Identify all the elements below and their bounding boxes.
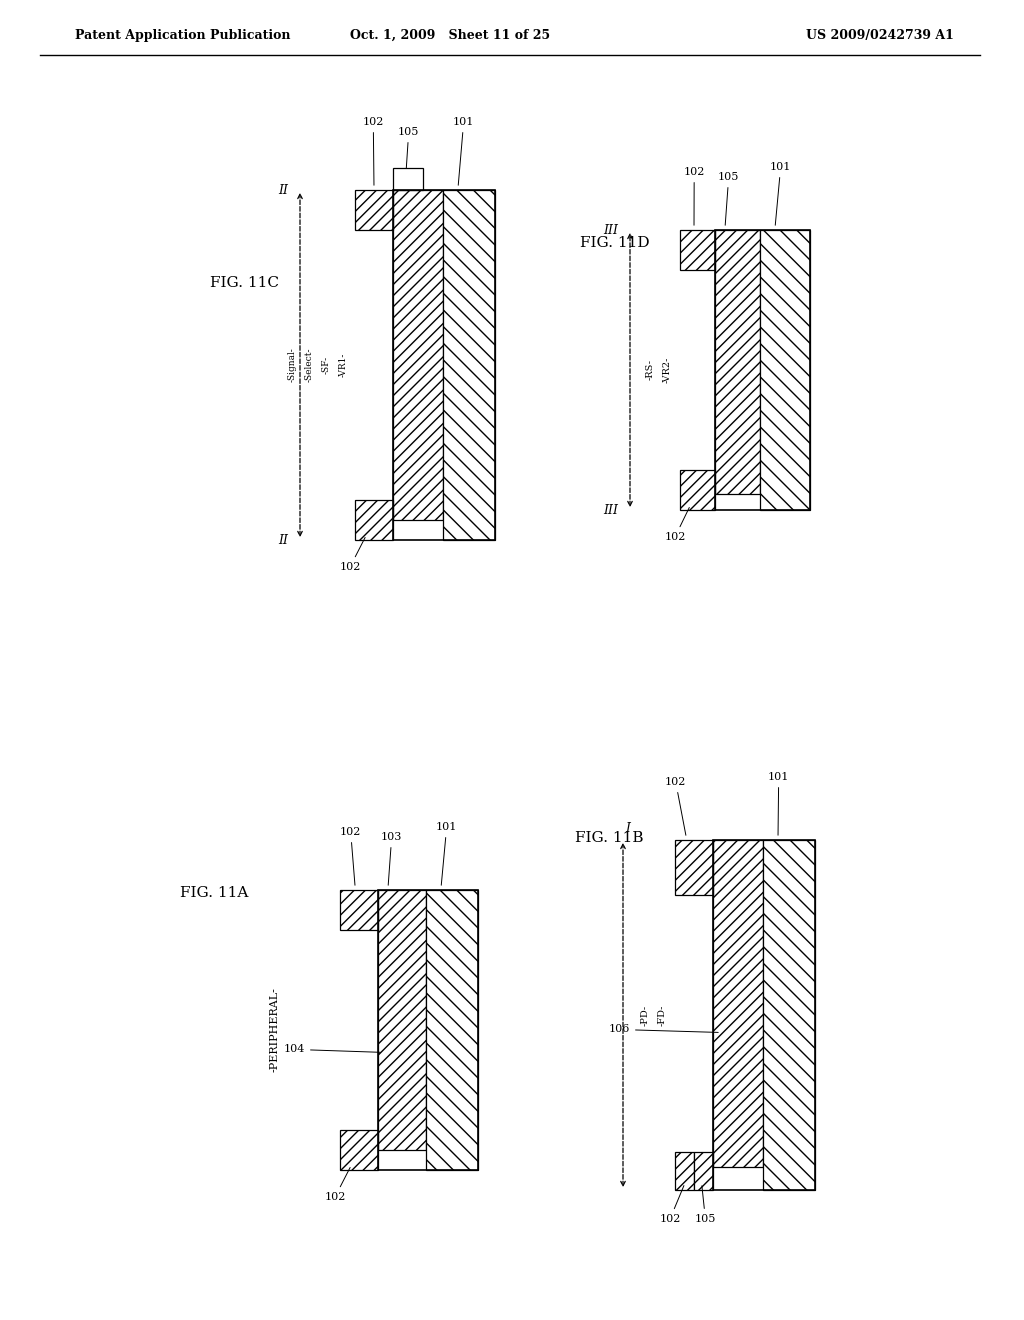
Text: FIG. 11C: FIG. 11C	[210, 276, 279, 290]
Bar	[675, 1152, 694, 1191]
Bar	[680, 470, 715, 510]
Text: -VR1-: -VR1-	[339, 352, 347, 378]
Bar	[378, 890, 426, 1150]
Text: 102: 102	[362, 117, 384, 185]
Bar	[378, 890, 478, 1170]
Text: 102: 102	[683, 168, 705, 226]
Text: III: III	[603, 503, 618, 516]
Text: 105: 105	[398, 127, 420, 185]
Text: 101: 101	[453, 117, 474, 185]
Bar	[426, 890, 478, 1170]
Text: 102: 102	[340, 828, 361, 886]
Bar	[393, 190, 443, 520]
Text: 101: 101	[770, 162, 792, 226]
Text: US 2009/0242739 A1: US 2009/0242739 A1	[806, 29, 954, 41]
Text: II: II	[278, 183, 288, 197]
Text: FIG. 11B: FIG. 11B	[575, 832, 643, 845]
Text: 101: 101	[436, 822, 458, 886]
Bar	[760, 230, 810, 510]
Bar	[340, 890, 378, 931]
Text: 101: 101	[768, 772, 790, 836]
Text: -PD-: -PD-	[640, 1005, 649, 1026]
Text: 102: 102	[665, 777, 686, 836]
Bar	[355, 190, 393, 230]
Text: -Signal-: -Signal-	[288, 347, 297, 383]
Bar	[715, 230, 810, 510]
Text: -SF-: -SF-	[322, 356, 331, 374]
Text: -RS-: -RS-	[645, 359, 654, 380]
Bar	[715, 230, 760, 494]
Bar	[340, 1130, 378, 1170]
Bar	[443, 190, 495, 540]
Text: 102: 102	[325, 1167, 350, 1203]
Text: -VR2-: -VR2-	[663, 356, 672, 383]
Text: 102: 102	[665, 507, 689, 543]
Text: I: I	[626, 822, 631, 836]
Bar	[713, 840, 763, 1167]
Text: Patent Application Publication: Patent Application Publication	[75, 29, 291, 41]
Text: 102: 102	[659, 1185, 684, 1224]
Text: -FD-: -FD-	[657, 1005, 667, 1026]
Text: FIG. 11D: FIG. 11D	[580, 236, 649, 249]
Text: 104: 104	[284, 1044, 380, 1055]
Bar	[393, 190, 495, 540]
Bar	[675, 840, 713, 895]
Text: 102: 102	[339, 537, 366, 572]
Text: FIG. 11A: FIG. 11A	[180, 886, 249, 900]
Text: 105: 105	[718, 172, 739, 226]
Text: Oct. 1, 2009   Sheet 11 of 25: Oct. 1, 2009 Sheet 11 of 25	[350, 29, 550, 41]
Bar	[763, 840, 815, 1191]
Bar	[694, 1152, 713, 1191]
Text: II: II	[278, 533, 288, 546]
Bar	[680, 230, 715, 271]
Bar	[713, 840, 815, 1191]
Text: 103: 103	[381, 832, 402, 886]
Text: 106: 106	[608, 1024, 718, 1035]
Text: III: III	[603, 223, 618, 236]
Text: -PERIPHERAL-: -PERIPHERAL-	[270, 987, 280, 1072]
Bar	[355, 500, 393, 540]
Text: 105: 105	[694, 1185, 716, 1224]
Text: -Select-: -Select-	[304, 347, 313, 383]
Bar	[393, 168, 423, 190]
